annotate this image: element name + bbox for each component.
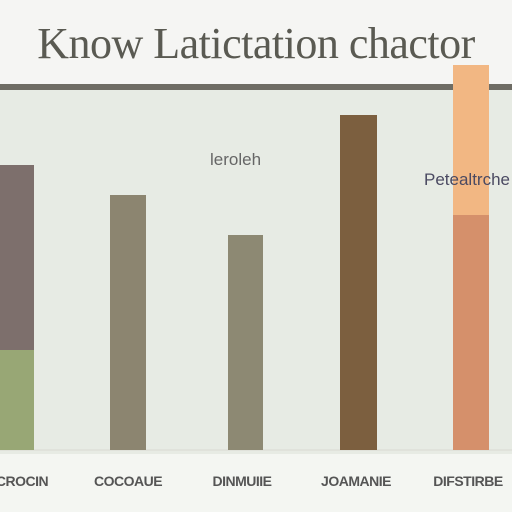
bar-5-segment-2 (453, 65, 489, 215)
title-bar: Know Latictation chactor (0, 0, 512, 84)
x-tick-label-4: JOAMANIE (321, 473, 391, 489)
bar-4-segment-1 (340, 115, 377, 450)
title-divider (0, 84, 512, 90)
annotation-2: Petealtrche (424, 170, 510, 189)
bar-5-segment-1 (453, 215, 489, 450)
bar-1-segment-2 (0, 165, 34, 350)
bar-1-segment-1 (0, 350, 34, 450)
x-tick-label-1: CROCIN (0, 473, 48, 489)
annotation-1: leroleh (210, 150, 262, 169)
chart-title: Know Latictation chactor (37, 19, 475, 68)
bar-2-segment-1 (110, 195, 146, 450)
x-tick-label-5: DIFSTIRBE (433, 473, 503, 489)
bar-3-segment-1 (228, 235, 263, 450)
x-tick-label-3: DINMUIIE (213, 473, 272, 489)
x-tick-label-2: COCOAUE (94, 473, 162, 489)
